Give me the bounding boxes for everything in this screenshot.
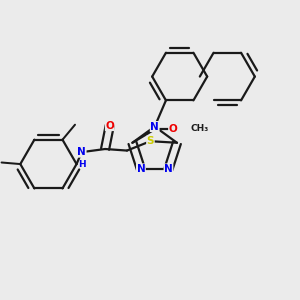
Text: N: N (150, 122, 159, 132)
Text: S: S (147, 136, 154, 146)
Text: O: O (105, 121, 114, 130)
Text: O: O (169, 124, 177, 134)
Text: H: H (78, 160, 85, 169)
Text: N: N (164, 164, 173, 174)
Text: N: N (77, 147, 86, 157)
Text: CH₃: CH₃ (190, 124, 208, 133)
Text: N: N (136, 164, 145, 174)
